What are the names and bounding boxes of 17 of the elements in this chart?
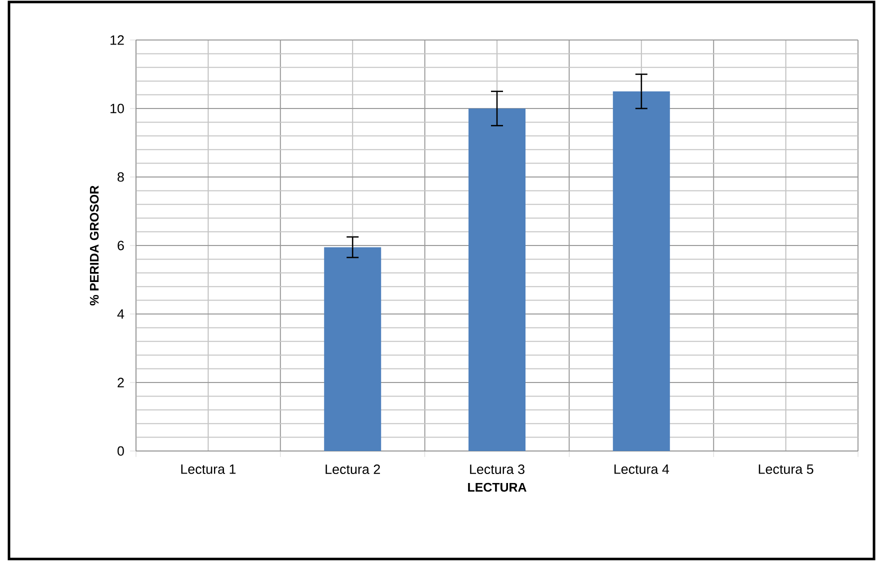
y-tick-label: 6 <box>118 240 124 250</box>
y-tick-label: 2 <box>118 378 124 388</box>
x-axis-title: LECTURA <box>468 482 526 492</box>
x-tick-label: Lectura 5 <box>758 464 814 474</box>
bar <box>612 91 670 451</box>
x-tick-label: Lectura 4 <box>614 464 670 474</box>
bar <box>468 108 526 451</box>
x-tick-label: Lectura 1 <box>181 464 236 474</box>
y-tick-label: 0 <box>118 446 124 456</box>
y-tick-label: 10 <box>110 104 124 114</box>
y-tick-label: 8 <box>118 172 124 182</box>
y-tick-label: 4 <box>117 309 124 319</box>
y-tick-label: 12 <box>110 35 124 45</box>
y-axis-title: % PERIDA GROSOR <box>90 186 99 306</box>
x-tick-label: Lectura 2 <box>326 464 380 474</box>
bar <box>324 247 382 451</box>
x-tick-label: Lectura 3 <box>470 464 524 474</box>
